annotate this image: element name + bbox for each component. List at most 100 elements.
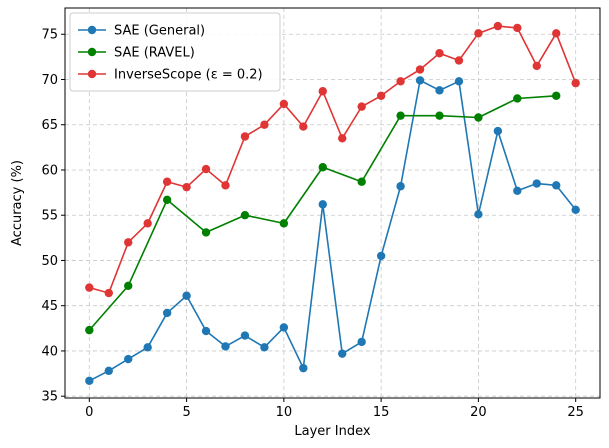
data-point — [396, 182, 405, 191]
data-point — [201, 326, 211, 336]
data-point — [201, 164, 211, 174]
data-point — [396, 111, 405, 120]
data-point — [474, 210, 483, 219]
series-1 — [85, 91, 561, 335]
legend-item: SAE (General) — [78, 24, 205, 39]
y-tick-label: 50 — [41, 254, 58, 269]
data-point — [474, 29, 483, 38]
axis-ticks: 0 5 10 15 20 25 35 40 45 50 55 60 65 70 75 — [41, 28, 584, 420]
data-point — [415, 76, 425, 85]
data-point — [162, 177, 172, 186]
plot-frame — [64, 7, 601, 399]
data-point — [182, 291, 191, 300]
series-line — [88, 79, 577, 382]
x-axis-label: Layer Index — [294, 424, 370, 439]
data-point — [104, 366, 113, 376]
x-tick-label: 5 — [182, 405, 190, 420]
data-point — [143, 219, 152, 228]
data-point — [357, 177, 366, 186]
data-point — [279, 219, 289, 228]
data-point — [532, 61, 541, 71]
legend-label: SAE (RAVEL) — [114, 46, 195, 61]
data-point — [474, 113, 483, 122]
data-point — [85, 283, 94, 292]
data-point — [299, 122, 308, 131]
legend-label: SAE (General) — [114, 24, 205, 39]
x-tick-label: 0 — [85, 405, 93, 420]
data-point — [318, 200, 327, 209]
data-point — [124, 354, 133, 364]
data-point — [240, 331, 250, 340]
data-point — [552, 29, 561, 38]
data-point — [571, 205, 580, 214]
data-point — [493, 21, 503, 31]
data-point — [260, 343, 269, 352]
data-point — [376, 91, 386, 100]
data-point — [143, 343, 152, 352]
series-2 — [85, 21, 580, 298]
data-point — [415, 65, 425, 74]
data-point — [318, 163, 327, 172]
data-point — [396, 77, 405, 86]
data-point — [454, 77, 464, 86]
legend-box — [69, 12, 281, 92]
legend-label: InverseScope (ε = 0.2) — [114, 68, 263, 83]
data-point — [299, 363, 308, 373]
data-point — [357, 337, 366, 347]
x-tick-label: 10 — [276, 405, 293, 420]
data-point — [279, 323, 289, 332]
data-point — [552, 181, 561, 190]
data-point — [318, 87, 327, 96]
data-point — [162, 195, 172, 205]
data-point — [435, 86, 444, 95]
series-group — [85, 21, 580, 386]
grid — [65, 8, 600, 398]
data-point — [201, 228, 211, 237]
legend-item: SAE (RAVEL) — [78, 46, 195, 61]
data-point — [124, 281, 133, 290]
legend-swatch-marker — [87, 25, 97, 35]
data-point — [513, 94, 522, 103]
data-point — [513, 186, 522, 195]
legend-item: InverseScope (ε = 0.2) — [78, 68, 263, 83]
data-point — [260, 120, 269, 129]
data-point — [435, 49, 444, 58]
data-point — [454, 56, 464, 65]
y-tick-label: 40 — [41, 344, 58, 359]
data-point — [376, 251, 386, 261]
data-point — [357, 102, 366, 111]
data-point — [435, 111, 444, 120]
legend-swatch-marker — [87, 69, 97, 79]
data-point — [338, 134, 347, 143]
data-point — [85, 376, 94, 386]
y-tick-label: 70 — [41, 73, 58, 88]
data-point — [124, 238, 133, 247]
legend: SAE (General) SAE (RAVEL) InverseScope (ε … — [69, 12, 281, 92]
data-point — [552, 91, 561, 100]
data-point — [85, 325, 94, 335]
y-tick-label: 65 — [41, 118, 58, 133]
y-tick-label: 35 — [41, 390, 58, 405]
data-point — [240, 211, 250, 220]
data-point — [493, 126, 503, 136]
data-point — [532, 179, 541, 188]
data-point — [571, 78, 580, 88]
data-point — [162, 308, 172, 318]
y-tick-label: 55 — [41, 209, 58, 224]
x-tick-label: 25 — [567, 405, 584, 420]
y-tick-label: 60 — [41, 163, 58, 178]
data-point — [240, 132, 250, 141]
data-point — [279, 99, 289, 109]
x-tick-label: 20 — [470, 405, 487, 420]
y-tick-label: 45 — [41, 299, 58, 314]
legend-swatch-marker — [87, 47, 97, 57]
x-tick-label: 15 — [373, 405, 390, 420]
data-point — [104, 288, 113, 298]
data-point — [221, 181, 230, 190]
y-axis-label: Accuracy (%) — [10, 160, 25, 246]
data-point — [338, 349, 347, 358]
data-point — [513, 23, 522, 33]
data-point — [221, 342, 230, 351]
data-point — [182, 182, 191, 192]
